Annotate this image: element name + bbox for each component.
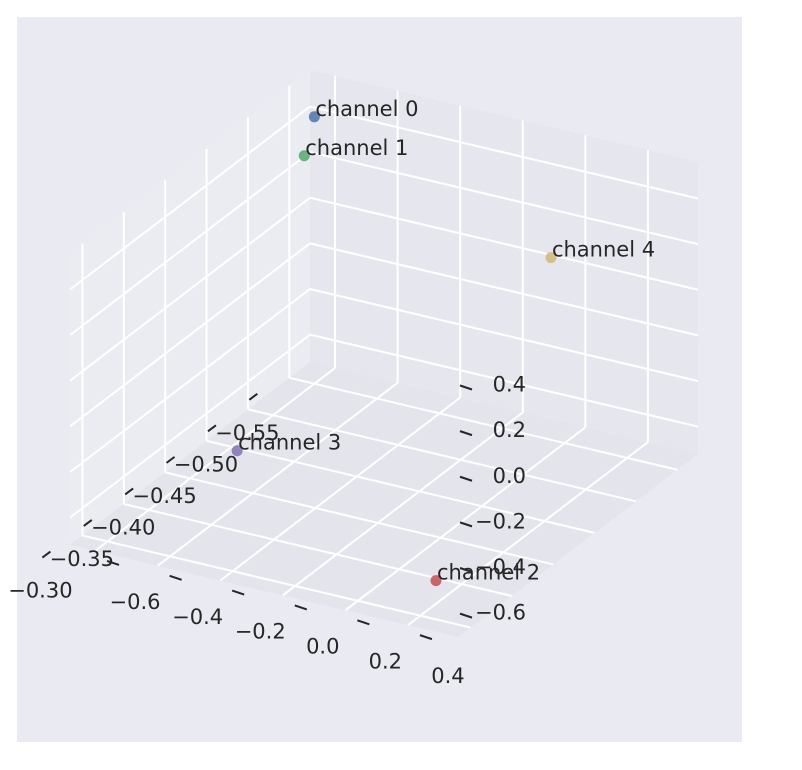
x-tick-label: −0.50 (174, 452, 238, 476)
tick-labels: −0.55 −0.50 −0.45 −0.40 −0.35 −0.30 −0.6 −0.4 −0… (8, 373, 526, 689)
z-tick-mark (459, 521, 473, 528)
grid-z-left (69, 151, 311, 336)
x-tick-label: −0.45 (132, 484, 196, 508)
z-tick-label: −0.2 (475, 509, 526, 533)
data-point (308, 111, 320, 123)
z-tick-mark (459, 430, 473, 437)
x-tick-mark (207, 424, 217, 433)
grid-z-back (309, 242, 699, 337)
x-tick-mark (165, 456, 176, 464)
grid-y-floor (282, 411, 524, 597)
grid-x-floor (123, 503, 513, 597)
z-tick-label: 0.2 (493, 418, 526, 442)
grid-y-floor (219, 396, 461, 582)
z-tick-label: 0.4 (493, 373, 526, 397)
grid-y-floor (407, 441, 649, 626)
point-label: channel 0 (315, 97, 418, 121)
y-tick-mark (419, 634, 433, 641)
x-tick-mark (248, 392, 258, 401)
grid-y-floor (94, 367, 336, 552)
y-tick-label: −0.6 (110, 590, 161, 614)
grid-x-floor (289, 376, 678, 471)
y-tick-label: 0.4 (431, 664, 464, 688)
data-point (231, 445, 243, 457)
grid-z-back (309, 333, 699, 428)
grid-z-left (69, 333, 311, 519)
data-point (545, 252, 557, 264)
y-tick-mark (169, 574, 182, 581)
x-tick-label: −0.40 (91, 515, 155, 539)
x-tick-mark (124, 487, 134, 496)
grid-x-floor (206, 439, 595, 534)
y-tick-mark (106, 559, 120, 566)
x-tick-mark (41, 550, 52, 559)
y-tick-label: −0.4 (172, 605, 223, 629)
grid-lines (69, 75, 699, 629)
grid-z-back (309, 196, 699, 291)
z-tick-mark (459, 475, 473, 482)
grid-y-floor (157, 381, 399, 567)
z-tick-label: 0.0 (493, 464, 526, 488)
grid-z-left (69, 242, 311, 428)
z-tick-label: −0.4 (475, 555, 526, 579)
y-tick-label: 0.2 (369, 649, 402, 673)
z-tick-mark (459, 384, 473, 391)
grid-z-left (69, 288, 311, 473)
grid-x-floor (247, 408, 637, 503)
x-tick-mark (83, 519, 93, 527)
z-tick-mark (459, 567, 473, 573)
point-label: channel 2 (437, 561, 540, 585)
grid-z-left (69, 196, 311, 382)
point-label: channel 4 (552, 238, 655, 262)
x-tick-label: −0.35 (50, 547, 114, 571)
y-tick-label: 0.0 (306, 634, 339, 658)
data-points: channel 0 channel 1 channel 2 channel 3 chan… (231, 97, 655, 587)
grid-y-floor (344, 426, 586, 612)
grid-x-floor (82, 534, 471, 629)
z-tick-mark (459, 612, 473, 619)
point-label: channel 1 (305, 136, 408, 160)
axis-ticks (41, 384, 473, 641)
data-point (298, 150, 310, 162)
x-tick-label: −0.55 (215, 421, 279, 445)
z-tick-label: −0.6 (475, 601, 526, 625)
grid-z-left (69, 105, 311, 291)
grid-z-back (309, 105, 699, 200)
y-tick-label: −0.2 (235, 620, 286, 644)
y-tick-mark (357, 619, 370, 626)
point-label: channel 3 (238, 431, 341, 455)
grid-x-floor (164, 471, 554, 566)
data-point (430, 575, 442, 587)
floor-pane (70, 362, 698, 637)
y-tick-mark (294, 604, 308, 611)
grid-z-back (309, 151, 699, 246)
grid-z-back (309, 288, 699, 382)
y-tick-mark (231, 589, 245, 596)
x-tick-label: −0.30 (8, 579, 72, 603)
